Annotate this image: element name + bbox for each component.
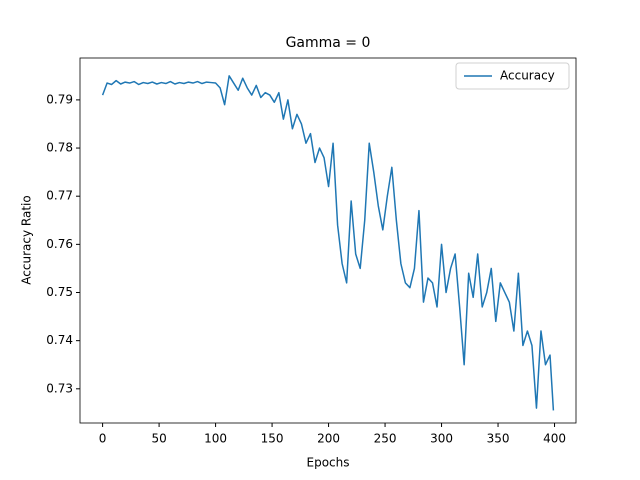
data-line (101, 75, 555, 411)
x-tick-label: 400 (543, 432, 566, 446)
y-tick-label: 0.77 (46, 189, 73, 203)
y-tick-label: 0.74 (46, 333, 73, 347)
x-tick-label: 250 (374, 432, 397, 446)
y-tick-label: 0.79 (46, 92, 73, 106)
legend-box (455, 62, 570, 90)
y-tick-label: 0.76 (46, 237, 73, 251)
legend-label: Accuracy (500, 69, 555, 83)
x-tick-label: 50 (151, 432, 166, 446)
y-axis-label: Accuracy Ratio (20, 195, 34, 284)
x-tick-label: 200 (317, 432, 340, 446)
x-tick-label: 100 (204, 432, 227, 446)
y-tick-label: 0.78 (46, 141, 73, 155)
x-axis-label: Epochs (307, 456, 350, 470)
y-tick-label: 0.75 (46, 285, 73, 299)
x-tick-label: 350 (487, 432, 510, 446)
y-tick-label: 0.73 (46, 381, 73, 395)
x-tick-label: 0 (99, 432, 107, 446)
chart-title: Gamma = 0 (286, 35, 371, 51)
x-tick-label: 150 (261, 432, 284, 446)
x-tick-label: 300 (430, 432, 453, 446)
plot-frame (79, 57, 577, 424)
